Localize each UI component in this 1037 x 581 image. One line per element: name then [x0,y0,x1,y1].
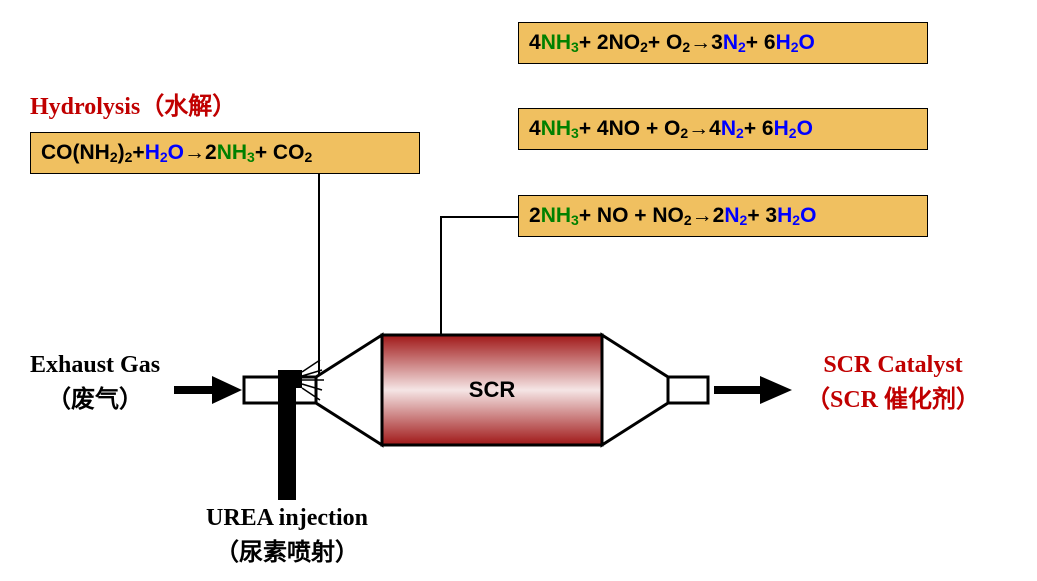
scr-text: SCR [469,377,516,402]
urea-cn: （尿素喷射） [206,532,368,567]
catalyst-label: SCR Catalyst （SCR 催化剂） [806,352,980,414]
urea-label: UREA injection （尿素喷射） [206,505,368,567]
connector-scr-horizontal [440,216,518,218]
arrow-in-icon [172,372,244,408]
exhaust-cn: （废气） [30,379,160,414]
exhaust-en: Exhaust Gas [30,352,160,379]
reaction-2-box: 4NH3 + 4NO + O2 → 4N2 + 6H2O [518,108,928,150]
reaction-3-box: 2NH3 + NO + NO2 → 2N2 + 3H2O [518,195,928,237]
connector-scr-vertical [440,216,442,335]
hydrolysis-label: Hydrolysis（水解） [30,86,236,121]
catalyst-cn: （SCR 催化剂） [806,379,980,414]
exhaust-label: Exhaust Gas （废气） [30,352,160,414]
hydrolysis-en: Hydrolysis [30,94,140,120]
catalyst-en: SCR Catalyst [806,352,980,379]
hydrolysis-cn: （水解） [140,94,236,120]
reaction-1-box: 4NH3 + 2NO2+ O2 → 3N2 + 6H2O [518,22,928,64]
arrow-out-icon [712,372,794,408]
scr-device: SCR [230,320,720,510]
hydrolysis-equation-box: CO(NH2)2 + H2O → 2NH3 + CO2 [30,132,420,174]
